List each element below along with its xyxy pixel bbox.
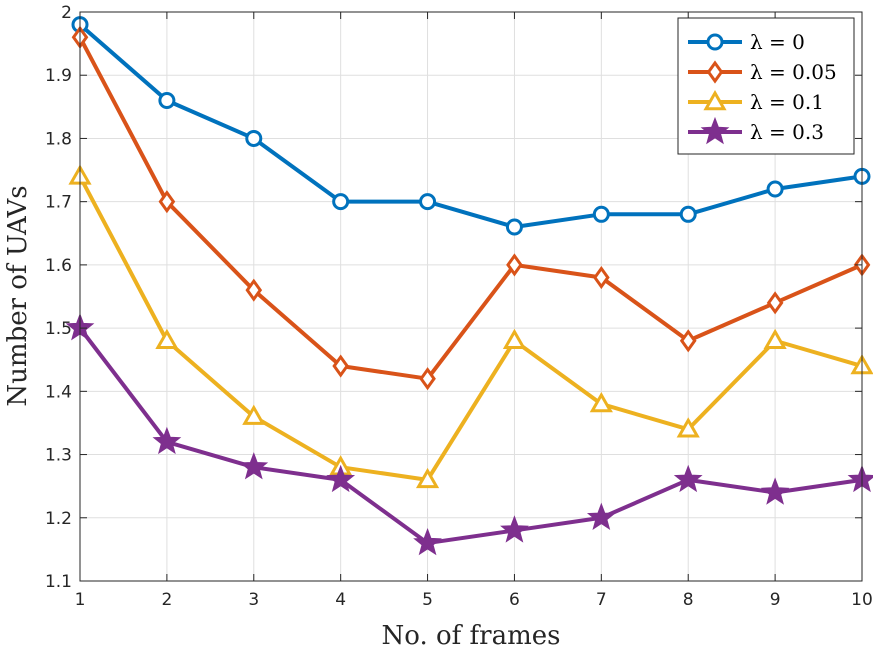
- data-point-triangle: [676, 417, 700, 438]
- data-point-diamond: [593, 265, 610, 290]
- data-point-circle: [419, 193, 437, 211]
- data-point-diamond: [766, 291, 784, 315]
- data-point-star: [500, 515, 529, 543]
- data-point-circle: [679, 205, 697, 223]
- x-tick-label: 2: [161, 590, 172, 610]
- legend-item: λ = 0.05: [688, 60, 837, 84]
- legend-label: λ = 0.05: [750, 60, 837, 84]
- series-layer: [65, 16, 873, 556]
- x-tick-label: 7: [596, 590, 607, 610]
- data-point-triangle: [415, 467, 440, 489]
- data-point-star: [152, 426, 182, 455]
- legend-label: λ = 0: [750, 30, 805, 54]
- y-tick-label: 2: [61, 3, 72, 23]
- y-tick-label: 1.2: [45, 509, 72, 529]
- series-line: [78, 35, 864, 381]
- y-tick-label: 1.3: [45, 446, 72, 466]
- y-tick-label: 1.9: [45, 66, 72, 86]
- x-tick-label: 5: [422, 590, 433, 610]
- data-point-triangle: [502, 328, 527, 350]
- x-tick-label: 10: [851, 590, 873, 610]
- data-point-diamond: [419, 367, 436, 391]
- data-point-circle: [505, 218, 523, 236]
- x-tick-label: 4: [335, 590, 346, 610]
- series-line: [78, 174, 864, 482]
- data-point-circle: [245, 129, 263, 147]
- legend: λ = 0 λ = 0.05 λ = 0.1 λ = 0.3: [677, 17, 855, 155]
- data-point-star: [760, 477, 790, 505]
- series-1: [71, 16, 871, 236]
- data-point-triangle: [155, 328, 179, 350]
- x-tick-label: 3: [248, 590, 259, 610]
- data-point-circle: [766, 180, 784, 198]
- series-line: [78, 22, 864, 229]
- legend-marker-star: [700, 116, 730, 145]
- data-point-triangle: [589, 391, 613, 413]
- y-tick-label: 1.6: [45, 256, 72, 276]
- legend-marker-diamond: [706, 60, 724, 84]
- data-point-star: [239, 452, 269, 480]
- x-tick-label: 1: [75, 590, 86, 610]
- data-point-diamond: [506, 253, 523, 277]
- y-axis-label: Number of UAVs: [3, 185, 33, 406]
- data-point-diamond: [158, 190, 176, 214]
- legend-item: λ = 0.1: [688, 89, 824, 114]
- series-4: [65, 312, 873, 556]
- x-tick-label: 8: [683, 590, 694, 610]
- legend-item: λ = 0.3: [688, 116, 824, 145]
- series-line: [78, 326, 864, 546]
- legend-marker-triangle: [703, 89, 727, 111]
- y-tick-label: 1.7: [45, 193, 72, 213]
- ticks: 1 2 3 4 5 6 7 8 9 10 1.1 1.2 1.3 1.4 1.5 1.6 1.7 1.8 1.9 2: [45, 3, 873, 610]
- data-point-circle: [332, 193, 350, 211]
- y-tick-label: 1.1: [45, 572, 72, 592]
- plot-frame: [79, 11, 863, 582]
- data-point-diamond: [679, 329, 697, 353]
- x-tick-label: 6: [509, 590, 520, 610]
- data-point-star: [586, 502, 616, 531]
- data-point-star: [326, 464, 356, 493]
- y-tick-label: 1.8: [45, 129, 72, 149]
- legend-label: λ = 0.3: [750, 120, 824, 144]
- data-point-circle: [158, 92, 176, 110]
- legend-label: λ = 0.1: [750, 90, 824, 114]
- series-2: [71, 25, 871, 391]
- data-point-star: [413, 527, 442, 556]
- data-point-triangle: [242, 404, 266, 425]
- legend-item: λ = 0: [688, 30, 805, 54]
- x-axis-label: No. of frames: [382, 621, 561, 651]
- data-point-circle: [592, 205, 610, 223]
- data-point-diamond: [245, 278, 263, 302]
- data-point-diamond: [332, 354, 349, 378]
- data-point-star: [673, 464, 703, 493]
- data-point-triangle: [763, 328, 787, 350]
- x-tick-label: 9: [770, 590, 781, 610]
- y-tick-label: 1.5: [45, 319, 72, 339]
- legend-marker-circle: [706, 33, 724, 51]
- y-tick-label: 1.4: [45, 382, 72, 402]
